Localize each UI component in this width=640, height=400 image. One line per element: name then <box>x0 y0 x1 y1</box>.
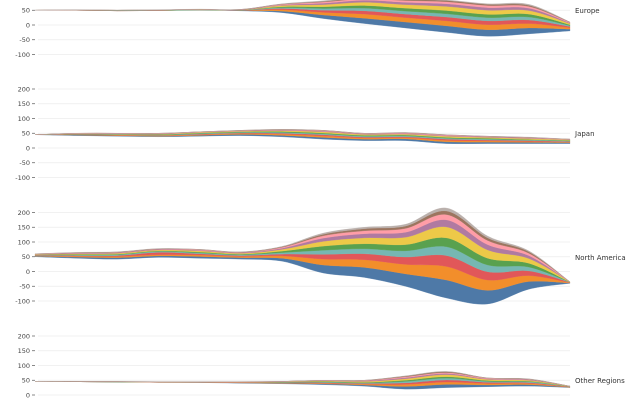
y-tick-label: -100 <box>15 297 30 305</box>
y-tick-label: 100 <box>18 238 30 246</box>
y-tick-label: 50 <box>22 7 30 15</box>
stream-area-series-10 <box>34 371 571 387</box>
panel-europe: 50 0 -50 -100 Europe <box>15 0 600 59</box>
y-tick-label: 50 <box>22 130 30 138</box>
stream-area-series-10 <box>34 0 571 23</box>
region-label: Other Regions <box>575 377 625 385</box>
y-tick-label: 0 <box>26 144 30 152</box>
y-tick-label: 100 <box>18 362 30 370</box>
panel-north-america: 200 150 100 50 0 -50 -100 North America <box>15 207 626 305</box>
region-label: North America <box>575 254 626 262</box>
region-label: Europe <box>575 7 600 15</box>
y-tick-label: 200 <box>18 85 30 93</box>
y-tick-label: 200 <box>18 209 30 217</box>
y-tick-label: -50 <box>19 283 30 291</box>
panel-other-regions: 200 150 100 50 0 Other Regions <box>18 332 625 399</box>
y-tick-label: 0 <box>26 391 30 399</box>
y-tick-label: -100 <box>15 174 30 182</box>
region-label: Japan <box>574 130 595 138</box>
y-tick-label: -50 <box>19 36 30 44</box>
y-tick-label: 50 <box>22 253 30 261</box>
stream-area-series-10 <box>34 207 571 282</box>
y-tick-label: 0 <box>26 21 30 29</box>
y-tick-label: -50 <box>19 159 30 167</box>
y-tick-label: 150 <box>18 347 30 355</box>
panel-japan: 200 150 100 50 0 -50 -100 Japan <box>15 85 594 182</box>
stream-area-series-10 <box>34 129 571 140</box>
y-tick-label: 50 <box>22 377 30 385</box>
y-tick-label: 0 <box>26 268 30 276</box>
y-tick-label: 200 <box>18 332 30 340</box>
y-tick-label: -100 <box>15 51 30 59</box>
y-tick-label: 150 <box>18 224 30 232</box>
y-tick-label: 100 <box>18 115 30 123</box>
y-tick-label: 150 <box>18 100 30 108</box>
